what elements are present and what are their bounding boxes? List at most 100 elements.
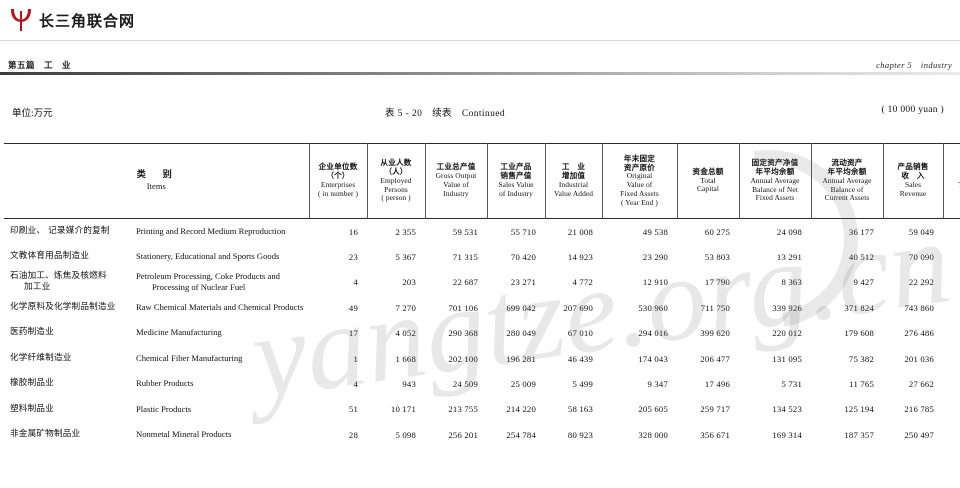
cell-total-capital: 259 717	[700, 404, 731, 415]
unit-label-en: ( 10 000 yuan )	[881, 105, 944, 115]
cell-avg-net-fixed: 131 095	[772, 353, 803, 364]
trident-logo-icon	[10, 7, 32, 33]
cell-value-added: 21 008	[567, 226, 594, 237]
cell-total-profit: 10 995	[943, 346, 960, 371]
cell-avg-current: 36 177	[848, 226, 875, 237]
cell-total-profit: 6 337	[943, 397, 960, 422]
cell-fixed-assets-original: 23 290	[642, 252, 669, 263]
cell-total-profit: - 2 665	[943, 321, 960, 346]
cell-gross-output: 71 315	[452, 252, 479, 263]
cell-avg-current: 11 765	[849, 379, 875, 390]
row-label-en: Printing and Record Medium Reproduction	[136, 225, 286, 236]
table-body: 印刷业、 记录媒介的复制 Printing and Record Medium R…	[4, 219, 960, 448]
row-label-cn: 塑料制品业	[10, 403, 54, 414]
cell-avg-net-fixed: 169 314	[772, 429, 803, 440]
cell-enterprises: 49	[348, 302, 359, 313]
cell-fixed-assets-original: 174 043	[638, 353, 669, 364]
cell-employed: 5 367	[395, 252, 417, 263]
cell-fixed-assets-original: 12 910	[642, 277, 669, 288]
cell-sales-value: 23 271	[510, 277, 537, 288]
cell-avg-net-fixed: 220 012	[772, 328, 803, 339]
cell-total-profit: 21 000	[943, 422, 960, 447]
cell-employed: 5 098	[395, 429, 417, 440]
cell-gross-output: 22 687	[452, 277, 479, 288]
cell-enterprises: 1	[353, 353, 359, 364]
cell-value-added: 207 690	[563, 302, 594, 313]
cell-sales-revenue: 216 785	[904, 404, 935, 415]
row-label-cn: 化学原料及化学制品制造业	[10, 302, 116, 313]
cell-sales-value: 254 784	[506, 429, 537, 440]
table-caption: 单位:万元 表 5 - 20 续表 Continued ( 10 000 yua…	[0, 105, 960, 121]
cell-employed: 203	[402, 277, 417, 288]
site-name: 长三角联合网	[39, 11, 136, 30]
cell-avg-net-fixed: 13 291	[776, 252, 803, 263]
header-enterprises: 企业单位数 （个） Enterprises ( in number )	[309, 143, 368, 219]
cell-fixed-assets-original: 530 960	[638, 302, 669, 313]
cell-sales-revenue: 70 090	[908, 252, 935, 263]
table-row: 非金属矿物制品业 Nonmetal Mineral Products 28 5 098…	[4, 422, 960, 447]
cell-total-capital: 17 496	[704, 379, 731, 390]
cell-avg-net-fixed: 8 363	[781, 277, 803, 288]
row-label-cn: 医药制造业	[10, 327, 54, 338]
unit-label-cn: 单位:万元	[12, 109, 53, 119]
header-employed-persons: 从业人数 （人） Employed Persons ( person )	[367, 143, 426, 219]
cell-employed: 7 270	[395, 302, 417, 313]
cell-enterprises: 16	[348, 226, 359, 237]
cell-avg-current: 125 194	[844, 404, 875, 415]
row-label-en: Petroleum Processing, Coke Products and P…	[132, 270, 309, 295]
table-number-label: 表 5 - 20 续表 Continued	[385, 109, 506, 119]
cell-enterprises: 51	[348, 404, 359, 415]
row-label-en: Plastic Products	[136, 403, 192, 414]
cell-avg-current: 371 824	[844, 302, 875, 313]
table-header: 类 别 Items 企业单位数 （个） Enterprises ( in num…	[4, 143, 960, 219]
header-avg-current-assets: 流动资产 年平均余额 Annual Average Balance of Cur…	[811, 143, 884, 219]
running-head-left: 第五篇 工 业	[8, 61, 72, 71]
cell-sales-revenue: 743 860	[904, 302, 935, 313]
cell-avg-net-fixed: 134 523	[772, 404, 803, 415]
cell-sales-revenue: 59 049	[908, 226, 935, 237]
header-gross-output: 工业总产值 Gross Output Value of Industry	[425, 143, 488, 219]
cell-sales-value: 699 042	[506, 302, 537, 313]
cell-sales-revenue: 276 486	[904, 328, 935, 339]
cell-total-profit: 2 089	[943, 270, 960, 295]
cell-fixed-assets-original: 9 347	[647, 379, 669, 390]
cell-sales-value: 25 009	[510, 379, 537, 390]
table-row: 医药制造业 Medicine Manufacturing 17 4 052 290 36…	[4, 321, 960, 346]
cell-avg-net-fixed: 5 731	[781, 379, 803, 390]
running-head-right: chapter 5 industry	[876, 60, 952, 70]
cell-gross-output: 290 368	[448, 328, 479, 339]
table-row: 化学纤维制造业 Chemical Fiber Manufacturing 1 1 66…	[4, 346, 960, 371]
cell-gross-output: 213 755	[448, 404, 479, 415]
cell-sales-revenue: 27 662	[908, 379, 935, 390]
cell-fixed-assets-original: 294 016	[638, 328, 669, 339]
cell-total-capital: 399 620	[700, 328, 731, 339]
table-row: 橡胶制品业 Rubber Products 4 943 24 509 25 009 5 49…	[4, 371, 960, 396]
table-row: 化学原料及化学制品制造业 Raw Chemical Materials and C…	[4, 295, 960, 320]
cell-value-added: 14 923	[567, 252, 594, 263]
cell-gross-output: 701 106	[448, 302, 479, 313]
site-logo[interactable]: 长三角联合网	[10, 7, 135, 33]
cell-employed: 2 355	[395, 226, 417, 237]
cell-value-added: 80 923	[567, 429, 594, 440]
cell-avg-current: 179 608	[844, 328, 875, 339]
cell-avg-current: 40 512	[848, 252, 875, 263]
cell-value-added: 58 163	[567, 404, 594, 415]
cell-gross-output: 24 509	[452, 379, 479, 390]
cell-value-added: 46 439	[567, 353, 594, 364]
cell-total-profit: 488	[943, 371, 960, 396]
table-row: 印刷业、 记录媒介的复制 Printing and Record Medium R…	[4, 219, 960, 245]
cell-sales-value: 196 281	[506, 353, 537, 364]
row-label-en: Nonmetal Mineral Products	[136, 429, 232, 440]
row-label-en: Rubber Products	[136, 378, 194, 389]
header-sales-value: 工业产品 销售产值 Sales Value of Industry	[487, 143, 546, 219]
cell-enterprises: 4	[353, 379, 359, 390]
cell-total-profit: 51 613	[943, 295, 960, 320]
statistics-table: 类 别 Items 企业单位数 （个） Enterprises ( in num…	[4, 143, 960, 448]
header-sales-revenue: 产品销售 收 入 Sales Revenue	[883, 143, 944, 219]
cell-value-added: 67 010	[567, 328, 594, 339]
table-row: 塑料制品业 Plastic Products 51 10 171 213 755 214 …	[4, 397, 960, 422]
cell-value-added: 5 499	[572, 379, 594, 390]
cell-total-profit: 4 706	[943, 219, 960, 245]
table-row: 文教体育用品制造业 Stationery, Educational and Spo…	[4, 244, 960, 269]
cell-avg-net-fixed: 339 926	[772, 302, 803, 313]
